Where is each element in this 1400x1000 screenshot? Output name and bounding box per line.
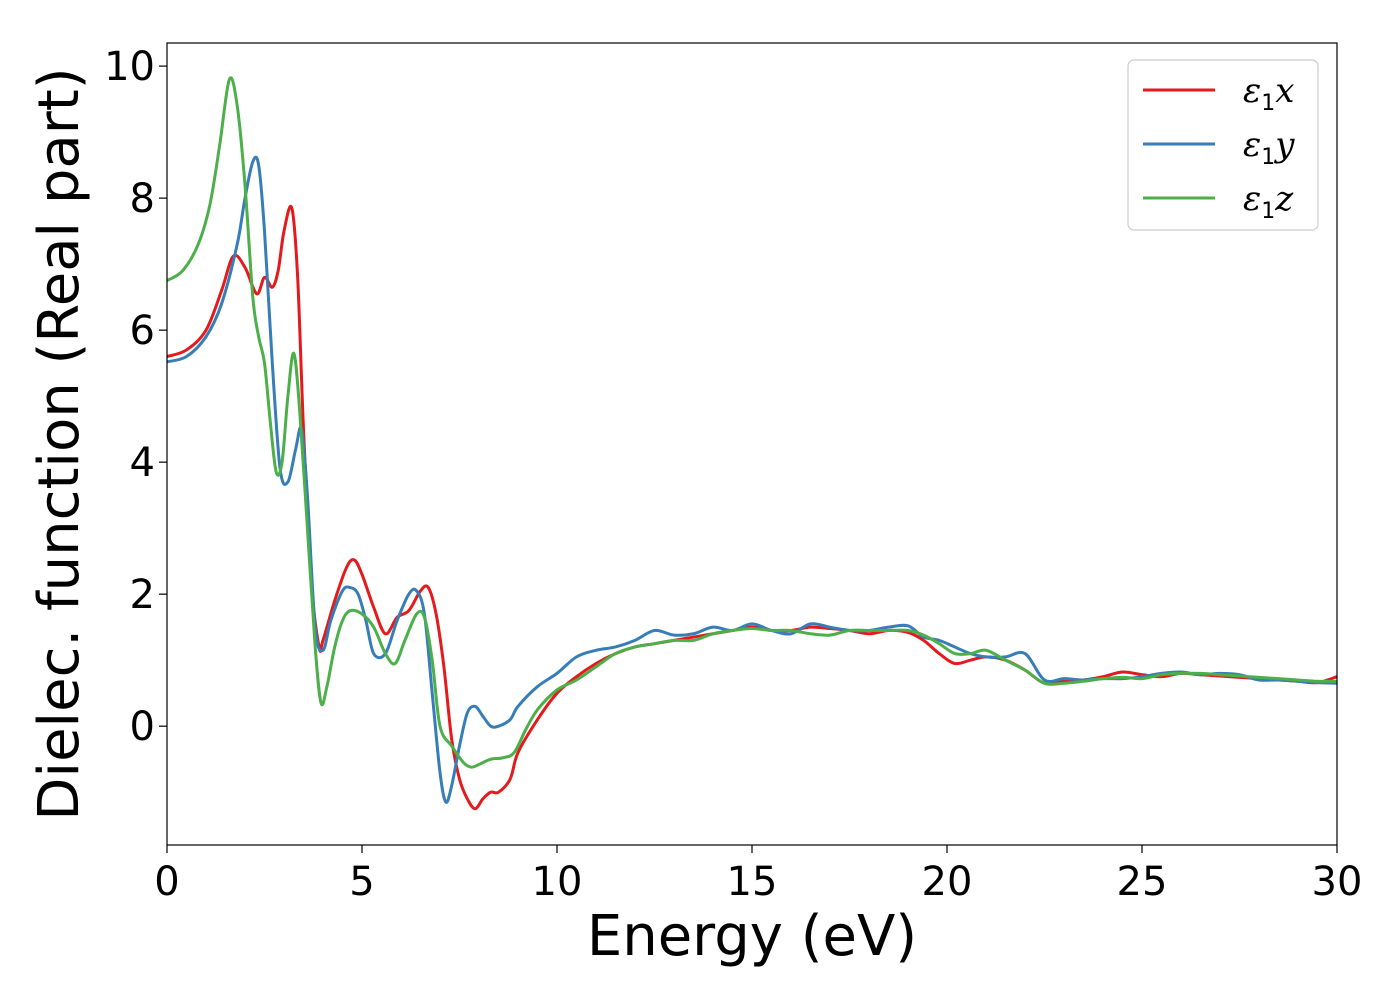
x-tick-label: 5 (349, 859, 374, 905)
x-axis-title: Energy (eV) (587, 904, 917, 969)
series-layer (167, 76, 1337, 811)
series-line-z (167, 76, 1337, 769)
y-tick-label: 6 (130, 308, 155, 354)
x-tick-label: 30 (1312, 859, 1363, 905)
series-line-y (167, 155, 1337, 804)
legend: ε1x ε1y ε1z (1127, 59, 1319, 231)
legend-label: ε1z (1243, 179, 1294, 224)
series-line-x (167, 204, 1337, 811)
x-tick-label: 15 (727, 859, 778, 905)
y-axis-title: Dielec. function (Real part) (27, 67, 92, 820)
x-tick-label: 20 (922, 859, 973, 905)
y-axis-ticks: 0 2 4 6 8 10 (104, 44, 167, 750)
y-tick-label: 0 (130, 704, 155, 750)
y-tick-label: 4 (130, 440, 155, 486)
y-tick-label: 8 (130, 176, 155, 222)
legend-box (1127, 59, 1319, 231)
x-tick-label: 25 (1117, 859, 1168, 905)
y-tick-label: 2 (130, 572, 155, 618)
legend-label: ε1y (1243, 125, 1295, 170)
y-tick-label: 10 (104, 44, 155, 90)
x-tick-label: 10 (532, 859, 583, 905)
x-tick-label: 0 (154, 859, 179, 905)
legend-label: ε1x (1243, 71, 1294, 116)
x-axis-ticks: 0 5 10 15 20 25 30 (154, 845, 1362, 905)
